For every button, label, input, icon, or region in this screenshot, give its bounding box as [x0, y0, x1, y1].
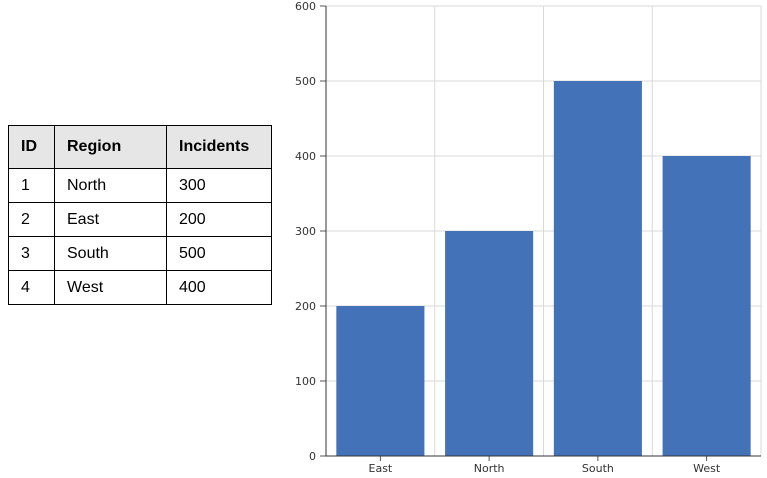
y-tick-label: 200 — [295, 300, 316, 313]
table-row: 1 North 300 — [8, 168, 272, 203]
bar-north — [445, 231, 534, 456]
x-tick-label: East — [369, 462, 393, 475]
bar-east — [336, 306, 425, 456]
x-tick-label: South — [582, 462, 614, 475]
y-tick-label: 500 — [295, 75, 316, 88]
x-tick-label: North — [474, 462, 505, 475]
table-header-row: ID Region Incidents — [8, 125, 272, 169]
table-row: 2 East 200 — [8, 202, 272, 237]
cell-incidents: 300 — [166, 168, 272, 203]
cell-id: 1 — [8, 168, 55, 203]
y-tick-label: 300 — [295, 225, 316, 238]
y-tick-label: 400 — [295, 150, 316, 163]
cell-incidents: 200 — [166, 202, 272, 237]
cell-incidents: 400 — [166, 270, 272, 305]
bar-west — [662, 156, 751, 456]
cell-incidents: 500 — [166, 236, 272, 271]
cell-id: 4 — [8, 270, 55, 305]
header-id: ID — [8, 125, 55, 169]
table-row: 4 West 400 — [8, 270, 272, 305]
y-tick-label: 600 — [295, 0, 316, 13]
y-tick-label: 0 — [309, 450, 316, 463]
cell-region: East — [54, 202, 167, 237]
bar-south — [553, 81, 642, 456]
incidents-table: ID Region Incidents 1 North 300 2 East 200 3 So… — [8, 125, 272, 305]
cell-id: 2 — [8, 202, 55, 237]
y-tick-label: 100 — [295, 375, 316, 388]
cell-region: West — [54, 270, 167, 305]
cell-region: South — [54, 236, 167, 271]
x-tick-label: West — [693, 462, 721, 475]
table-row: 3 South 500 — [8, 236, 272, 271]
